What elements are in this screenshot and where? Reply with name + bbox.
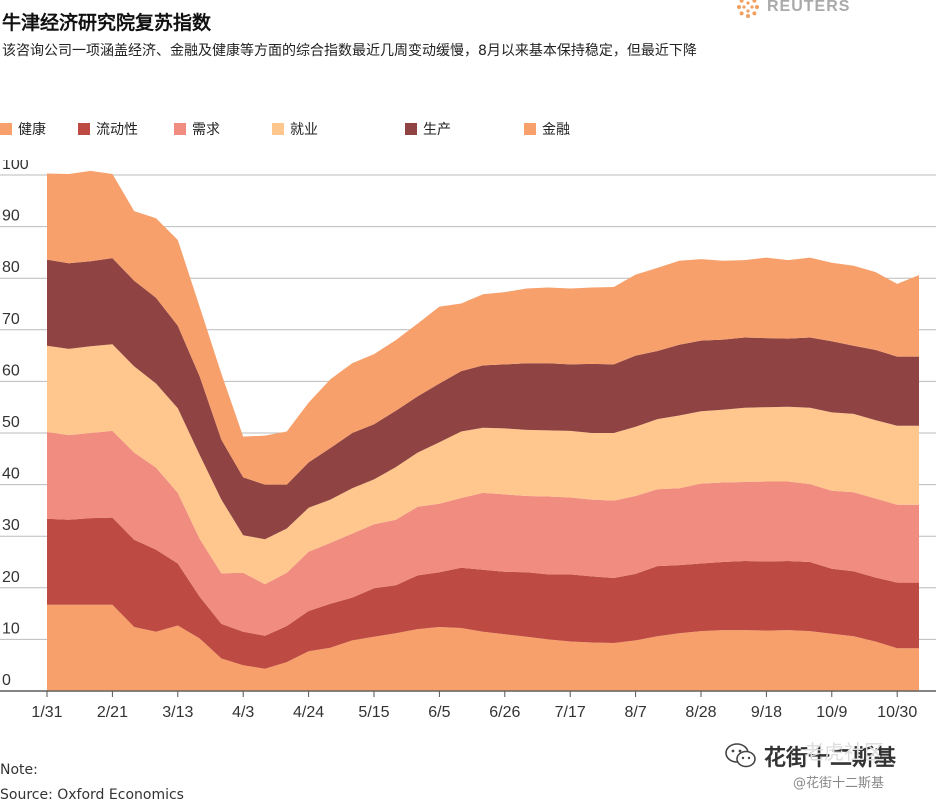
legend-item-3: 需求 (174, 119, 220, 139)
x-tick-label: 9/18 (751, 704, 782, 720)
watermark-handle: @花街十二斯基 (793, 776, 885, 791)
y-tick-label: 0 (2, 672, 11, 689)
watermark-main-text: 花街十二斯基 (764, 746, 897, 771)
x-tick-label: 3/13 (162, 704, 193, 720)
legend-label: 需求 (192, 122, 220, 138)
y-tick-label: 20 (2, 569, 20, 586)
area-series-2 (47, 517, 919, 669)
area-layer (0, 170, 936, 692)
chart-note: Note: (0, 762, 38, 778)
reuters-dot-circle-icon (737, 0, 759, 18)
chart-title: 牛津经济研究院复苏指数 (2, 12, 212, 34)
legend-swatch (174, 123, 186, 135)
area-series-3 (47, 430, 919, 636)
x-tick-label: 10/30 (877, 704, 917, 720)
legend-label: 生产 (423, 122, 451, 138)
watermark-faint-text: 老虎社区 (804, 740, 884, 764)
legend-swatch (405, 123, 417, 135)
y-tick-label: 80 (2, 259, 20, 276)
area-series-5 (47, 258, 919, 540)
area-series-6 (47, 170, 919, 485)
brand-logo: REUTERS (735, 0, 850, 20)
chart-source: Source: Oxford Economics (0, 787, 184, 803)
x-tick-label: 7/17 (555, 704, 586, 720)
stacked-area-chart: 0 10 20 30 40 50 60 70 80 90 100 1/31 2/21 3/13 4/3 4/… (0, 160, 936, 720)
chart-legend: 健康 流动性 需求 就业 生产 金融 (0, 119, 938, 139)
legend-label: 就业 (290, 122, 318, 138)
legend-label: 健康 (18, 122, 46, 138)
x-axis: 1/31 2/21 3/13 4/3 4/24 5/15 6/5 6/26 7/17 8/7 8/2… (31, 691, 917, 720)
x-tick-label: 1/31 (31, 704, 62, 720)
legend-label: 金融 (542, 122, 570, 138)
legend-swatch (78, 123, 90, 135)
y-tick-label: 90 (2, 208, 20, 225)
y-tick-label: 30 (2, 517, 20, 534)
legend-item-5: 生产 (405, 119, 451, 139)
x-tick-label: 4/3 (232, 704, 254, 720)
x-tick-label: 5/15 (358, 704, 389, 720)
y-axis: 0 10 20 30 40 50 60 70 80 90 100 (2, 160, 29, 689)
legend-swatch (0, 123, 12, 135)
x-tick-label: 6/26 (489, 704, 520, 720)
legend-swatch (272, 123, 284, 135)
legend-item-1: 健康 (0, 119, 46, 139)
legend-item-4: 就业 (272, 119, 318, 139)
brand-name: REUTERS (767, 0, 851, 15)
x-tick-label: 2/21 (97, 704, 128, 720)
legend-item-6: 金融 (524, 119, 570, 139)
area-series-1 (47, 604, 919, 691)
legend-label: 流动性 (96, 122, 138, 138)
x-tick-label: 6/5 (428, 704, 450, 720)
legend-swatch (524, 123, 536, 135)
x-tick-label: 8/28 (685, 704, 716, 720)
area-series-4 (47, 344, 919, 585)
legend-item-2: 流动性 (78, 119, 138, 139)
y-tick-label: 50 (2, 414, 20, 431)
y-tick-label: 40 (2, 466, 20, 483)
y-tick-label: 60 (2, 362, 20, 379)
watermark: 老虎社区 花街十二斯基 @花街十二斯基 (724, 740, 896, 791)
y-tick-label: 10 (2, 620, 20, 637)
y-tick-label: 100 (2, 160, 29, 173)
x-tick-label: 10/9 (816, 704, 847, 720)
chart-subtitle: 该咨询公司一项涵盖经济、金融及健康等方面的综合指数最近几周变动缓慢，8月以来基本… (2, 43, 697, 59)
x-tick-label: 4/24 (293, 704, 324, 720)
y-tick-label: 70 (2, 311, 20, 328)
wechat-icon (725, 743, 756, 768)
x-tick-label: 8/7 (624, 704, 646, 720)
